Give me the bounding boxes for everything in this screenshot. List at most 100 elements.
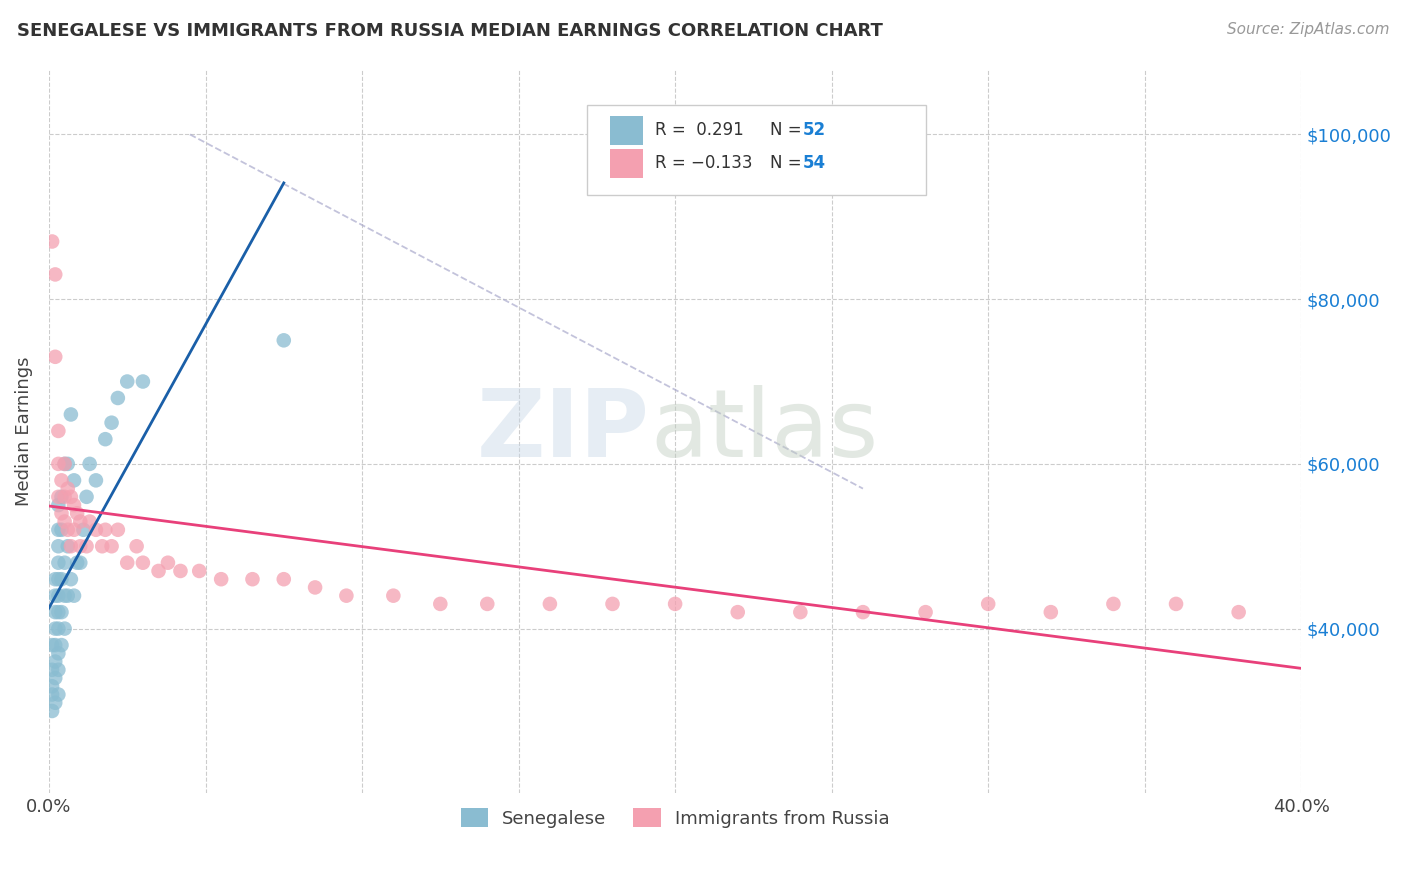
Point: [48, 646, 70, 660]
Point: [79, 515, 101, 529]
Y-axis label: Median Earnings: Median Earnings: [15, 356, 32, 506]
Text: 52: 52: [803, 121, 825, 139]
Point: [79, 457, 101, 471]
Point: [48, 457, 70, 471]
Text: R =  0.291: R = 0.291: [655, 121, 744, 139]
Point: [51, 523, 73, 537]
Point: [63, 589, 86, 603]
Text: atlas: atlas: [650, 385, 879, 477]
Point: [429, 597, 451, 611]
Point: [69, 556, 91, 570]
Point: [1227, 605, 1250, 619]
Point: [148, 564, 170, 578]
Point: [66, 556, 89, 570]
Point: [169, 564, 191, 578]
Point: [48, 688, 70, 702]
Point: [63, 474, 86, 488]
Text: R = −0.133: R = −0.133: [655, 154, 752, 172]
Point: [84, 523, 107, 537]
Point: [69, 515, 91, 529]
Point: [188, 564, 211, 578]
Point: [41, 663, 63, 677]
Point: [48, 424, 70, 438]
Point: [53, 556, 76, 570]
FancyBboxPatch shape: [610, 116, 643, 145]
Point: [115, 556, 138, 570]
Point: [91, 539, 114, 553]
Point: [789, 605, 811, 619]
Point: [53, 490, 76, 504]
Point: [852, 605, 875, 619]
Point: [56, 539, 79, 553]
Text: SENEGALESE VS IMMIGRANTS FROM RUSSIA MEDIAN EARNINGS CORRELATION CHART: SENEGALESE VS IMMIGRANTS FROM RUSSIA MED…: [17, 22, 883, 40]
Point: [63, 523, 86, 537]
Point: [59, 408, 82, 422]
Point: [66, 506, 89, 520]
Point: [132, 556, 155, 570]
Point: [53, 622, 76, 636]
Point: [48, 663, 70, 677]
Point: [48, 490, 70, 504]
Point: [44, 572, 66, 586]
Point: [56, 523, 79, 537]
Point: [107, 523, 129, 537]
Text: N =: N =: [770, 121, 807, 139]
Point: [44, 605, 66, 619]
Point: [115, 375, 138, 389]
Point: [69, 539, 91, 553]
Point: [56, 589, 79, 603]
Point: [51, 638, 73, 652]
Point: [51, 490, 73, 504]
Point: [51, 506, 73, 520]
Point: [56, 457, 79, 471]
Point: [602, 597, 624, 611]
Point: [1164, 597, 1187, 611]
Point: [48, 556, 70, 570]
Text: 54: 54: [803, 154, 825, 172]
Point: [44, 655, 66, 669]
Point: [63, 498, 86, 512]
Point: [44, 589, 66, 603]
FancyBboxPatch shape: [588, 104, 925, 195]
Point: [41, 235, 63, 249]
Point: [727, 605, 749, 619]
Point: [100, 539, 122, 553]
Point: [100, 416, 122, 430]
Point: [48, 523, 70, 537]
Point: [59, 572, 82, 586]
Point: [48, 622, 70, 636]
Point: [48, 605, 70, 619]
Point: [56, 482, 79, 496]
Point: [125, 539, 148, 553]
Point: [94, 523, 117, 537]
Legend: Senegalese, Immigrants from Russia: Senegalese, Immigrants from Russia: [453, 801, 897, 835]
Point: [51, 572, 73, 586]
Point: [53, 457, 76, 471]
Point: [72, 523, 94, 537]
Point: [41, 638, 63, 652]
Point: [107, 391, 129, 405]
Point: [41, 679, 63, 693]
Point: [44, 350, 66, 364]
Point: [59, 490, 82, 504]
Point: [304, 581, 326, 595]
Point: [132, 375, 155, 389]
Point: [273, 334, 295, 348]
Point: [382, 589, 405, 603]
Point: [664, 597, 686, 611]
Point: [76, 490, 98, 504]
Point: [41, 704, 63, 718]
Point: [335, 589, 357, 603]
Point: [44, 268, 66, 282]
Point: [94, 432, 117, 446]
Point: [53, 457, 76, 471]
Point: [914, 605, 936, 619]
Point: [48, 498, 70, 512]
FancyBboxPatch shape: [610, 149, 643, 178]
Point: [477, 597, 499, 611]
Point: [538, 597, 561, 611]
Point: [1102, 597, 1125, 611]
Point: [51, 605, 73, 619]
Text: N =: N =: [770, 154, 807, 172]
Point: [53, 589, 76, 603]
